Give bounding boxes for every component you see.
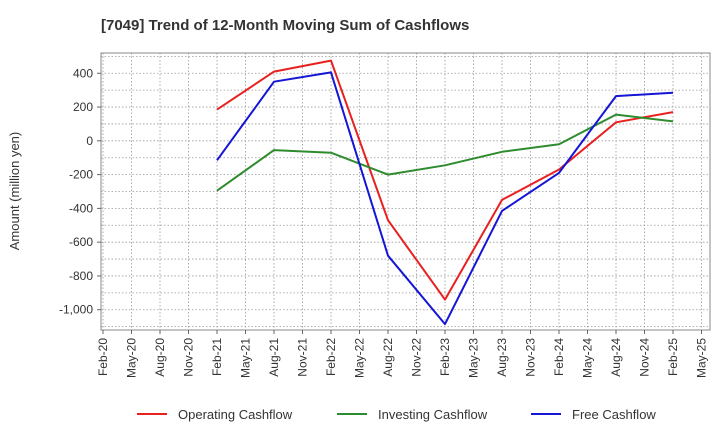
plot-frame xyxy=(100,52,711,331)
y-axis-label: Amount (million yen) xyxy=(7,132,22,251)
x-tick-label: May-22 xyxy=(353,338,367,378)
x-tick-label: Nov-24 xyxy=(638,338,652,377)
x-tick-label: May-25 xyxy=(695,338,709,378)
y-tick-label: -200 xyxy=(69,168,93,182)
y-tick-label: -400 xyxy=(69,201,93,215)
y-tick-label: 0 xyxy=(86,134,93,148)
series-line-free-cashflow xyxy=(216,71,674,326)
chart-title: [7049] Trend of 12-Month Moving Sum of C… xyxy=(101,17,469,34)
x-tick-label: Aug-23 xyxy=(495,338,509,377)
x-tick-label: Nov-21 xyxy=(296,338,310,377)
x-tick-label: Aug-21 xyxy=(267,338,281,377)
x-tick-label: Nov-22 xyxy=(410,338,424,377)
x-tick-label: May-21 xyxy=(239,338,253,378)
legend-item-operating-cashflow: Operating Cashflow xyxy=(137,407,293,422)
x-tick-label: Feb-20 xyxy=(96,338,110,376)
y-tick-label: -600 xyxy=(69,235,93,249)
x-tick-label: Feb-23 xyxy=(438,338,452,376)
x-tick-label: May-24 xyxy=(581,338,595,378)
y-tick-label: -1,000 xyxy=(59,303,93,317)
series-line-investing-cashflow xyxy=(216,113,674,192)
x-tick-label: May-20 xyxy=(125,338,139,378)
x-tick-label: Aug-24 xyxy=(609,338,623,377)
x-tick-label: Feb-21 xyxy=(210,338,224,376)
legend: Operating Cashflow Investing Cashflow Free… xyxy=(137,407,656,422)
legend-label: Investing Cashflow xyxy=(378,407,488,422)
legend-label: Free Cashflow xyxy=(572,407,656,422)
x-tick-label: Feb-25 xyxy=(666,338,680,376)
x-tick-label: Aug-22 xyxy=(381,338,395,377)
legend-item-investing-cashflow: Investing Cashflow xyxy=(337,407,488,422)
plot-area: 400 200 0 -200 -400 -600 -800 -1,000 Feb-20 May-2… xyxy=(59,52,711,378)
legend-label: Operating Cashflow xyxy=(178,407,293,422)
y-tick-label: -800 xyxy=(69,269,93,283)
y-tick-label: 200 xyxy=(73,100,93,114)
x-tick-label: Feb-22 xyxy=(324,338,338,376)
legend-item-free-cashflow: Free Cashflow xyxy=(531,407,656,422)
x-tick-label: Aug-20 xyxy=(153,338,167,377)
y-tick-label: 400 xyxy=(73,66,93,80)
x-tick-label: May-23 xyxy=(467,338,481,378)
x-tick-label: Nov-20 xyxy=(182,338,196,377)
x-tick-label: Nov-23 xyxy=(524,338,538,377)
x-tick-label: Feb-24 xyxy=(552,338,566,376)
series-line-operating-cashflow xyxy=(216,59,674,301)
